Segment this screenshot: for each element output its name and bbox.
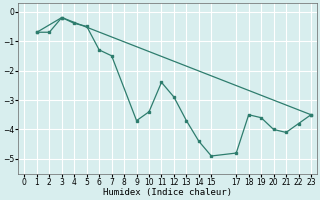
- X-axis label: Humidex (Indice chaleur): Humidex (Indice chaleur): [103, 188, 232, 197]
